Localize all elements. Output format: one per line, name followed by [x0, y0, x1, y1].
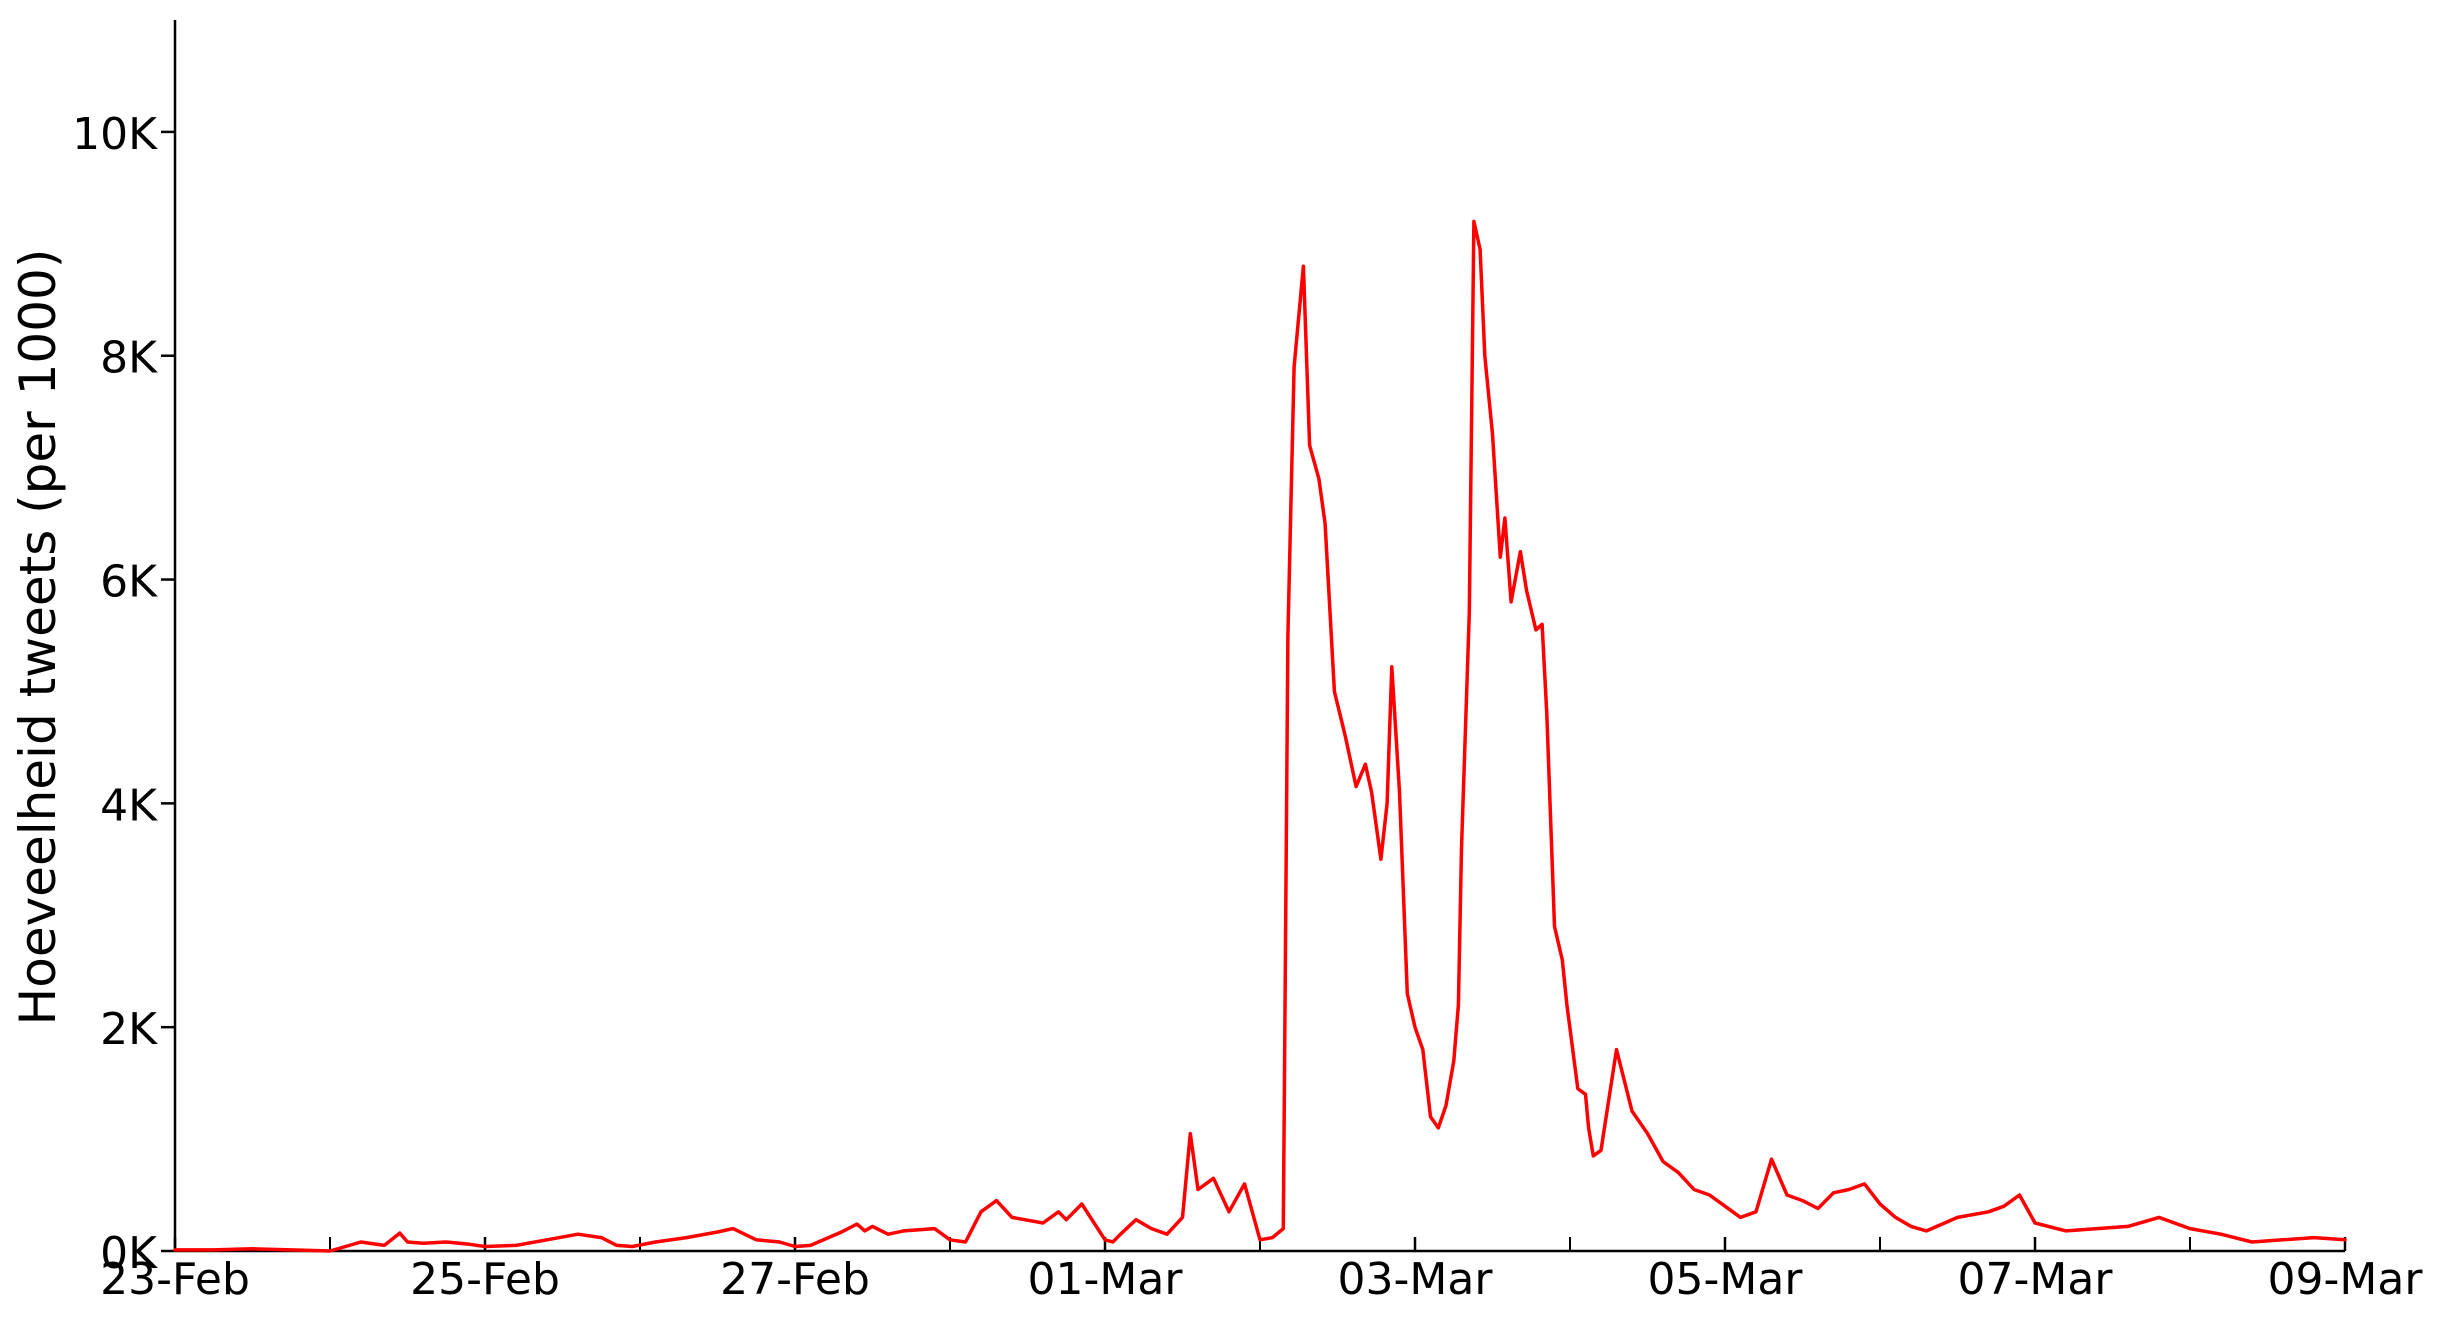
y-axis: 0K 2K 4K 6K 8K 10K [72, 20, 177, 1279]
x-tick-label: 05-Mar [1648, 1254, 1804, 1305]
y-tick-label: 10K [72, 109, 158, 160]
y-tick-label: 6K [100, 557, 158, 608]
y-axis-label: Hoeveelheid tweets (per 1000) [9, 249, 67, 1026]
y-tick-label: 2K [100, 1004, 158, 1055]
x-tick-label: 09-Mar [2268, 1254, 2424, 1305]
x-tick-label: 01-Mar [1028, 1254, 1184, 1305]
x-tick-label: 27-Feb [720, 1254, 870, 1305]
x-tick-label: 07-Mar [1958, 1254, 2114, 1305]
x-axis: 23-Feb 25-Feb 27-Feb 01-Mar 03-Mar 05-Mar 07-M… [100, 1237, 2423, 1305]
x-tick-label: 25-Feb [410, 1254, 560, 1305]
x-tick-label: 23-Feb [100, 1254, 250, 1305]
series-group [173, 219, 2347, 1253]
y-tick-label: 0K [100, 1228, 158, 1279]
y-tick-label: 8K [100, 333, 158, 384]
x-tick-label: 03-Mar [1338, 1254, 1494, 1305]
series-line-tweets [173, 219, 2347, 1253]
y-tick-label: 4K [100, 780, 158, 831]
